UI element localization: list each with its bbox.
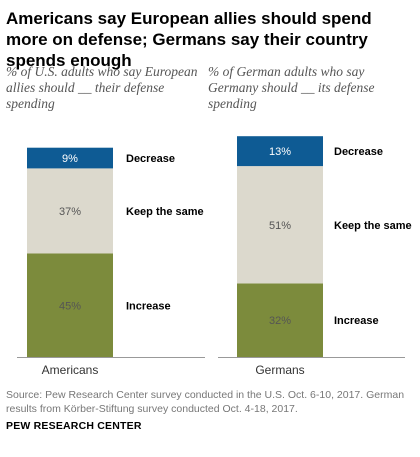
series-label-americans-decrease: Decrease bbox=[126, 153, 175, 165]
category-label-americans: Americans bbox=[42, 363, 99, 377]
value-label-germans-increase: 32% bbox=[269, 315, 291, 327]
series-label-americans-increase: Increase bbox=[126, 300, 171, 312]
bar-americans-decrease bbox=[27, 147, 113, 169]
bar-americans-keep-the-same bbox=[27, 168, 113, 254]
value-label-americans-decrease: 9% bbox=[62, 153, 78, 165]
bar-americans-increase bbox=[27, 253, 113, 357]
value-label-americans-keep-the-same: 37% bbox=[59, 206, 81, 218]
value-label-americans-increase: 45% bbox=[59, 300, 81, 312]
source-note: Source: Pew Research Center survey condu… bbox=[6, 389, 405, 415]
bar-germans-keep-the-same bbox=[237, 166, 323, 284]
value-label-germans-keep-the-same: 51% bbox=[269, 220, 291, 232]
series-label-americans-keep-the-same: Keep the same bbox=[126, 206, 204, 218]
subtitle-germany: % of German adults who say Germany shoul… bbox=[208, 64, 375, 111]
series-label-germans-decrease: Decrease bbox=[334, 146, 383, 158]
bar-germans-decrease bbox=[237, 136, 323, 167]
subtitle-us: % of U.S. adults who say European allies… bbox=[6, 64, 198, 111]
category-label-germans: Germans bbox=[255, 363, 304, 377]
brand-label: PEW RESEARCH CENTER bbox=[6, 420, 142, 432]
stacked-bar-chart: 45% Increase 37% Keep the same 9% Decrease Ame… bbox=[17, 136, 412, 377]
chart-title: Americans say European allies should spe… bbox=[6, 9, 372, 70]
series-label-germans-keep-the-same: Keep the same bbox=[334, 220, 412, 232]
value-label-germans-decrease: 13% bbox=[269, 146, 291, 158]
bar-germans-increase bbox=[237, 283, 323, 357]
series-label-germans-increase: Increase bbox=[334, 315, 379, 327]
